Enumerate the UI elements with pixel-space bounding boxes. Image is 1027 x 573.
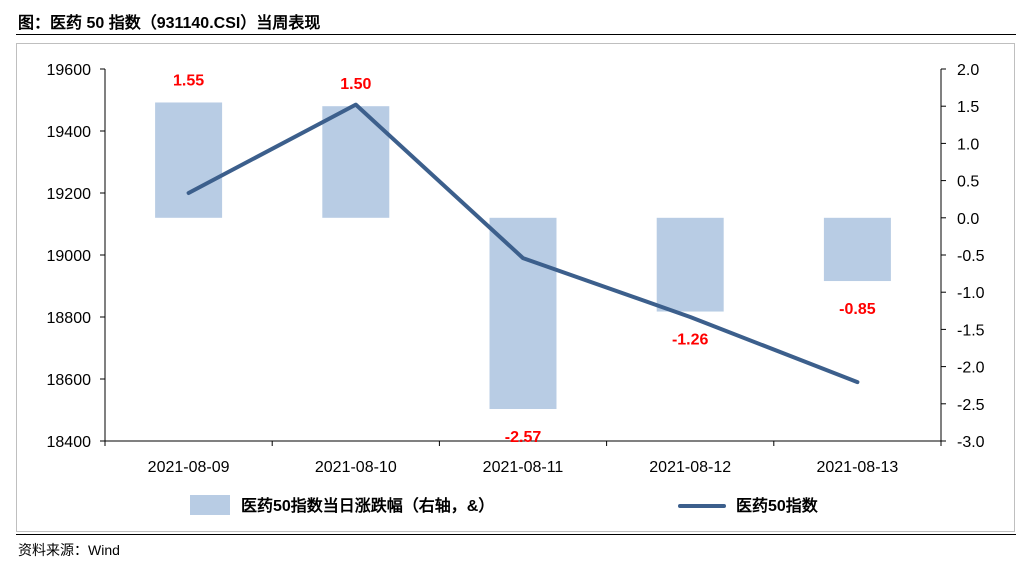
y-left-tick-label: 18600 xyxy=(47,372,92,389)
source-note: 资料来源：Wind xyxy=(18,542,120,558)
y-left-tick-label: 18800 xyxy=(47,310,92,327)
title-rule xyxy=(16,34,1016,35)
legend-swatch-bar xyxy=(190,495,230,515)
x-tick-label: 2021-08-10 xyxy=(315,459,397,476)
data-labels: 1.55 1.50 -2.57 -1.26 -0.85 xyxy=(173,72,876,446)
y-right-tick-label: 2.0 xyxy=(957,62,979,79)
data-label-2021-08-11: -2.57 xyxy=(505,429,542,446)
y-left-tick-label: 19000 xyxy=(47,248,92,265)
y-right-tick-label: -1.0 xyxy=(957,285,985,302)
bar-2021-08-10 xyxy=(322,106,390,218)
y-right-tick-label: -3.0 xyxy=(957,434,985,451)
y-left-tick-label: 19600 xyxy=(47,62,92,79)
x-tick-label: 2021-08-12 xyxy=(649,459,731,476)
y-right-tick-label: -0.5 xyxy=(957,248,985,265)
chart-frame xyxy=(16,43,1015,532)
bar-2021-08-13 xyxy=(823,217,891,282)
bar-2021-08-12 xyxy=(656,217,724,312)
y-right-tick-label: -2.0 xyxy=(957,360,985,377)
x-tick-label: 2021-08-09 xyxy=(148,459,230,476)
legend: 医药50指数当日涨跌幅（右轴，&） 医药50指数 xyxy=(190,495,819,515)
y-right-tick-label: -2.5 xyxy=(957,397,985,414)
line-series xyxy=(186,102,860,385)
y-right-tick-label: 0.5 xyxy=(957,174,979,191)
chart-title: 图：医药 50 指数（931140.CSI）当周表现 xyxy=(18,15,321,32)
y-left-tick-label: 18400 xyxy=(47,434,92,451)
axes: 18400 18600 18800 19000 19200 19400 19600 2.0 1.… xyxy=(47,62,985,476)
y-right-tick-label: 1.5 xyxy=(957,99,979,116)
y-left-tick-label: 19200 xyxy=(47,186,92,203)
bar-series xyxy=(155,102,891,410)
x-tick-label: 2021-08-13 xyxy=(816,459,898,476)
data-label-2021-08-09: 1.55 xyxy=(173,72,204,89)
bar-2021-08-11 xyxy=(489,217,557,410)
y-left-tick-label: 19400 xyxy=(47,124,92,141)
data-label-2021-08-10: 1.50 xyxy=(340,76,371,93)
data-label-2021-08-13: -0.85 xyxy=(839,301,876,318)
x-tick-label: 2021-08-11 xyxy=(483,459,564,476)
bar-2021-08-09 xyxy=(155,102,223,218)
y-right-tick-label: 1.0 xyxy=(957,136,979,153)
y-right-tick-label: 0.0 xyxy=(957,211,979,228)
y-right-tick-label: -1.5 xyxy=(957,322,985,339)
legend-label-bar: 医药50指数当日涨跌幅（右轴，&） xyxy=(241,496,494,515)
source-rule xyxy=(16,534,1016,535)
data-label-2021-08-12: -1.26 xyxy=(672,332,709,349)
legend-label-line: 医药50指数 xyxy=(736,496,819,515)
